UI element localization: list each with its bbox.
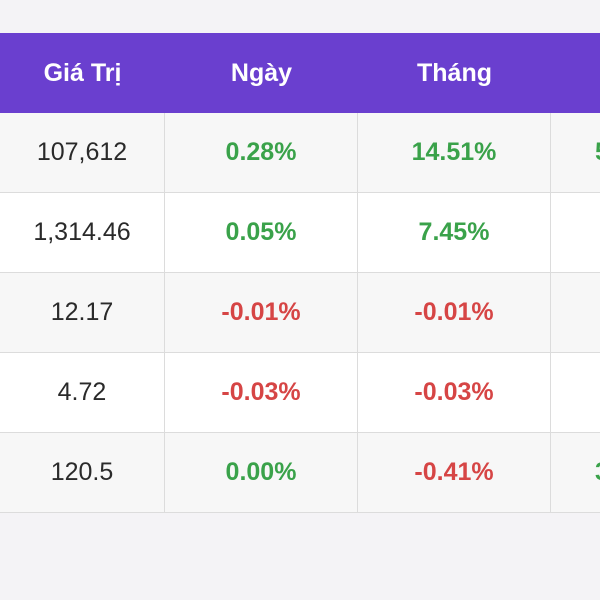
cell-day-change: 0.28% <box>165 113 358 192</box>
cell-month-change: -0.41% <box>358 433 551 512</box>
table-row[interactable]: 120.5 0.00% -0.41% 3 <box>0 433 600 513</box>
header-day[interactable]: Ngày <box>230 58 293 87</box>
cell-extra <box>551 273 600 352</box>
cell-month-change: 14.51% <box>358 113 551 192</box>
cell-extra <box>551 353 600 432</box>
cell-value: 12.17 <box>0 273 165 352</box>
cell-value: 120.5 <box>0 433 165 512</box>
table-row[interactable]: 4.72 -0.03% -0.03% <box>0 353 600 433</box>
cell-value: 4.72 <box>0 353 165 432</box>
cell-month-change: -0.01% <box>358 273 551 352</box>
cell-value: 107,612 <box>0 113 165 192</box>
header-extra[interactable] <box>551 33 600 113</box>
empty-area <box>0 513 600 600</box>
cell-day-change: -0.03% <box>165 353 358 432</box>
cell-extra <box>551 193 600 272</box>
table-row[interactable]: 12.17 -0.01% -0.01% <box>0 273 600 353</box>
cell-month-change: -0.03% <box>358 353 551 432</box>
table-header: Giá Trị Ngày Tháng <box>0 33 600 113</box>
header-month[interactable]: Tháng <box>417 58 492 87</box>
cell-day-change: 0.00% <box>165 433 358 512</box>
table-row[interactable]: 1,314.46 0.05% 7.45% <box>0 193 600 273</box>
cell-extra: 5 <box>551 113 600 192</box>
header-value[interactable]: Giá Trị <box>43 58 122 87</box>
cell-extra: 3 <box>551 433 600 512</box>
cell-day-change: 0.05% <box>165 193 358 272</box>
cell-month-change: 7.45% <box>358 193 551 272</box>
price-table: Giá Trị Ngày Tháng 107,612 0.28% 14.51% … <box>0 33 600 513</box>
cell-day-change: -0.01% <box>165 273 358 352</box>
table-row[interactable]: 107,612 0.28% 14.51% 5 <box>0 113 600 193</box>
cell-value: 1,314.46 <box>0 193 165 272</box>
